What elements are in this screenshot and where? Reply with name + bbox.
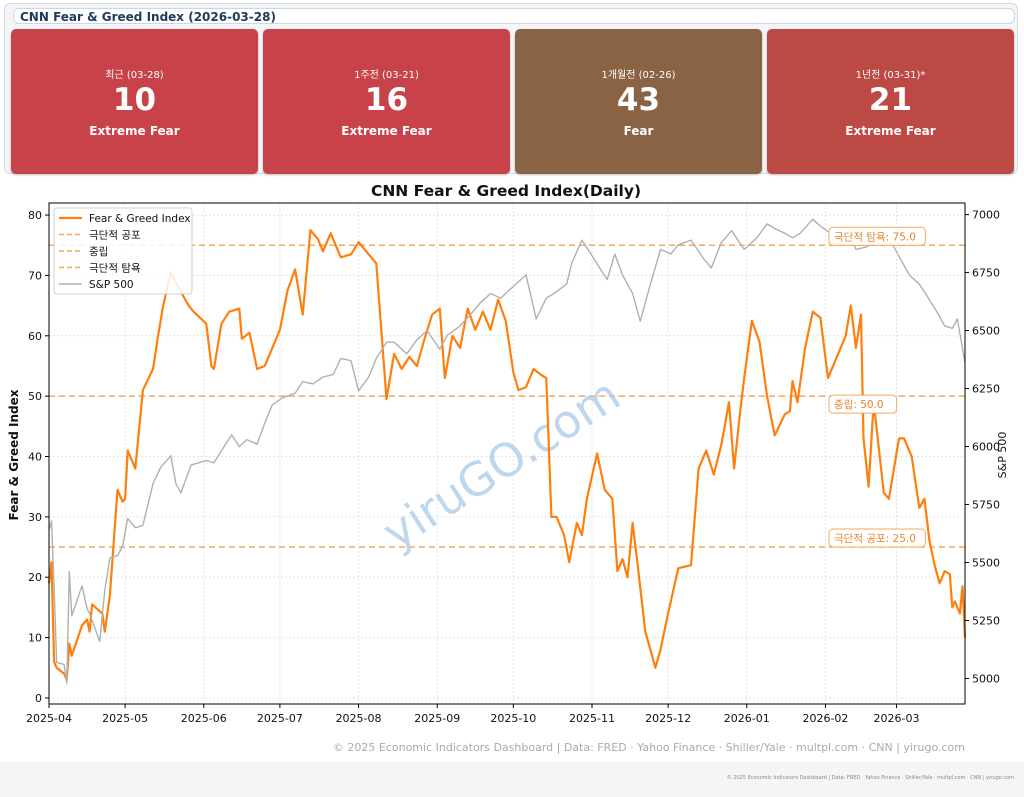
y-tick-label: 80 — [28, 209, 42, 222]
y-tick-label: 70 — [28, 269, 42, 282]
annotation-box — [828, 226, 926, 246]
reference-annotation: 중립: 50.0 — [828, 394, 898, 414]
y2-tick-label: 5750 — [972, 499, 1000, 512]
y-axis-label: Fear & Greed Index — [7, 389, 21, 520]
card-value: 21 — [868, 82, 913, 118]
y2-axis-label: S&P 500 — [996, 432, 1009, 479]
card-label: 최근 (03-28) — [105, 70, 164, 81]
annotation-box — [828, 528, 926, 548]
card-label: 1년전 (03-31)* — [855, 70, 926, 81]
plot-frame — [48, 202, 966, 705]
card-1-year-ago: 1년전 (03-31)* 21 Extreme Fear — [767, 29, 1014, 174]
y2-tick-label: 6500 — [972, 325, 1000, 338]
y2-tick-label: 7000 — [972, 209, 1000, 222]
y2-tick-label: 5500 — [972, 557, 1000, 570]
footer-credit: © 2025 Economic Indicators Dashboard | D… — [333, 741, 965, 754]
axes: 0 10 20 30 40 50 60 70 80 2025-04 2025-05 2025-06 20… — [26, 202, 1000, 725]
x-tick-label: 2025-12 — [645, 712, 691, 725]
x-tick-label: 2025-10 — [490, 712, 536, 725]
summary-panel: CNN Fear & Greed Index (2026-03-28) 최근 (… — [4, 3, 1018, 174]
card-status: Extreme Fear — [89, 124, 180, 138]
y-tick-label: 60 — [28, 330, 42, 343]
x-tick-label: 2025-05 — [102, 712, 148, 725]
chart-title: CNN Fear & Greed Index(Daily) — [371, 182, 641, 200]
x-tick-label: 2026-01 — [724, 712, 770, 725]
legend-box — [53, 207, 193, 295]
card-latest: 최근 (03-28) 10 Extreme Fear — [11, 29, 258, 174]
x-tick-label: 2025-08 — [336, 712, 382, 725]
y2-tick-label: 6250 — [972, 383, 1000, 396]
card-value: 43 — [616, 82, 661, 118]
x-tick-label: 2025-07 — [257, 712, 303, 725]
annotation-text: 중립: 50.0 — [834, 398, 884, 411]
x-tick-label: 2025-04 — [26, 712, 72, 725]
reference-lines — [49, 244, 965, 548]
annotation-text: 극단적 탐욕: 75.0 — [834, 231, 916, 243]
sp500-line — [48, 218, 966, 684]
card-status: Extreme Fear — [845, 124, 936, 138]
y-tick-label: 30 — [28, 511, 42, 524]
card-status: Extreme Fear — [341, 124, 432, 138]
legend-label: 중립 — [89, 245, 108, 258]
legend-label: 극단적 공포 — [89, 230, 141, 242]
card-1-month-ago: 1개월전 (02-26) 43 Fear — [515, 29, 762, 174]
x-tick-label: 2026-02 — [802, 712, 848, 725]
reference-annotation: 극단적 탐욕: 75.0 — [828, 226, 926, 246]
x-tick-label: 2025-09 — [414, 712, 460, 725]
card-value: 10 — [112, 82, 157, 118]
card-status: Fear — [623, 124, 654, 138]
card-label: 1개월전 (02-26) — [601, 70, 676, 81]
card-label: 1주전 (03-21) — [354, 70, 419, 81]
panel-title: CNN Fear & Greed Index (2026-03-28) — [13, 8, 1015, 24]
y2-tick-label: 6750 — [972, 267, 1000, 280]
annotation-box — [828, 394, 898, 414]
y2-tick-label: 5250 — [972, 615, 1000, 628]
annotation-text: 극단적 공포: 25.0 — [834, 533, 916, 545]
y-tick-label: 0 — [35, 692, 42, 705]
card-value: 16 — [364, 82, 409, 118]
x-tick-label: 2026-03 — [874, 712, 920, 725]
y-tick-label: 10 — [28, 632, 42, 645]
legend-label: S&P 500 — [89, 279, 134, 291]
x-tick-label: 2025-06 — [181, 712, 227, 725]
legend-label: 극단적 탐욕 — [89, 263, 141, 275]
card-1-week-ago: 1주전 (03-21) 16 Extreme Fear — [263, 29, 510, 174]
y-tick-label: 20 — [28, 571, 42, 584]
y-tick-label: 50 — [28, 390, 42, 403]
annotations: 극단적 탐욕: 75.0 중립: 50.0 극단적 공포: 25.0 — [828, 226, 926, 548]
y2-tick-label: 5000 — [972, 672, 1000, 685]
y2-tick-label: 6000 — [972, 441, 1000, 454]
y-tick-label: 40 — [28, 451, 42, 464]
footer-bar: © 2025 Economic Indicators Dashboard | D… — [0, 762, 1024, 797]
grid — [48, 203, 965, 704]
reference-annotation: 극단적 공포: 25.0 — [828, 528, 926, 548]
footer-small-credit: © 2025 Economic Indicators Dashboard | D… — [726, 775, 1014, 781]
x-tick-label: 2025-11 — [569, 712, 615, 725]
legend-label: Fear & Greed Index — [89, 213, 191, 225]
plot-area — [49, 203, 965, 704]
